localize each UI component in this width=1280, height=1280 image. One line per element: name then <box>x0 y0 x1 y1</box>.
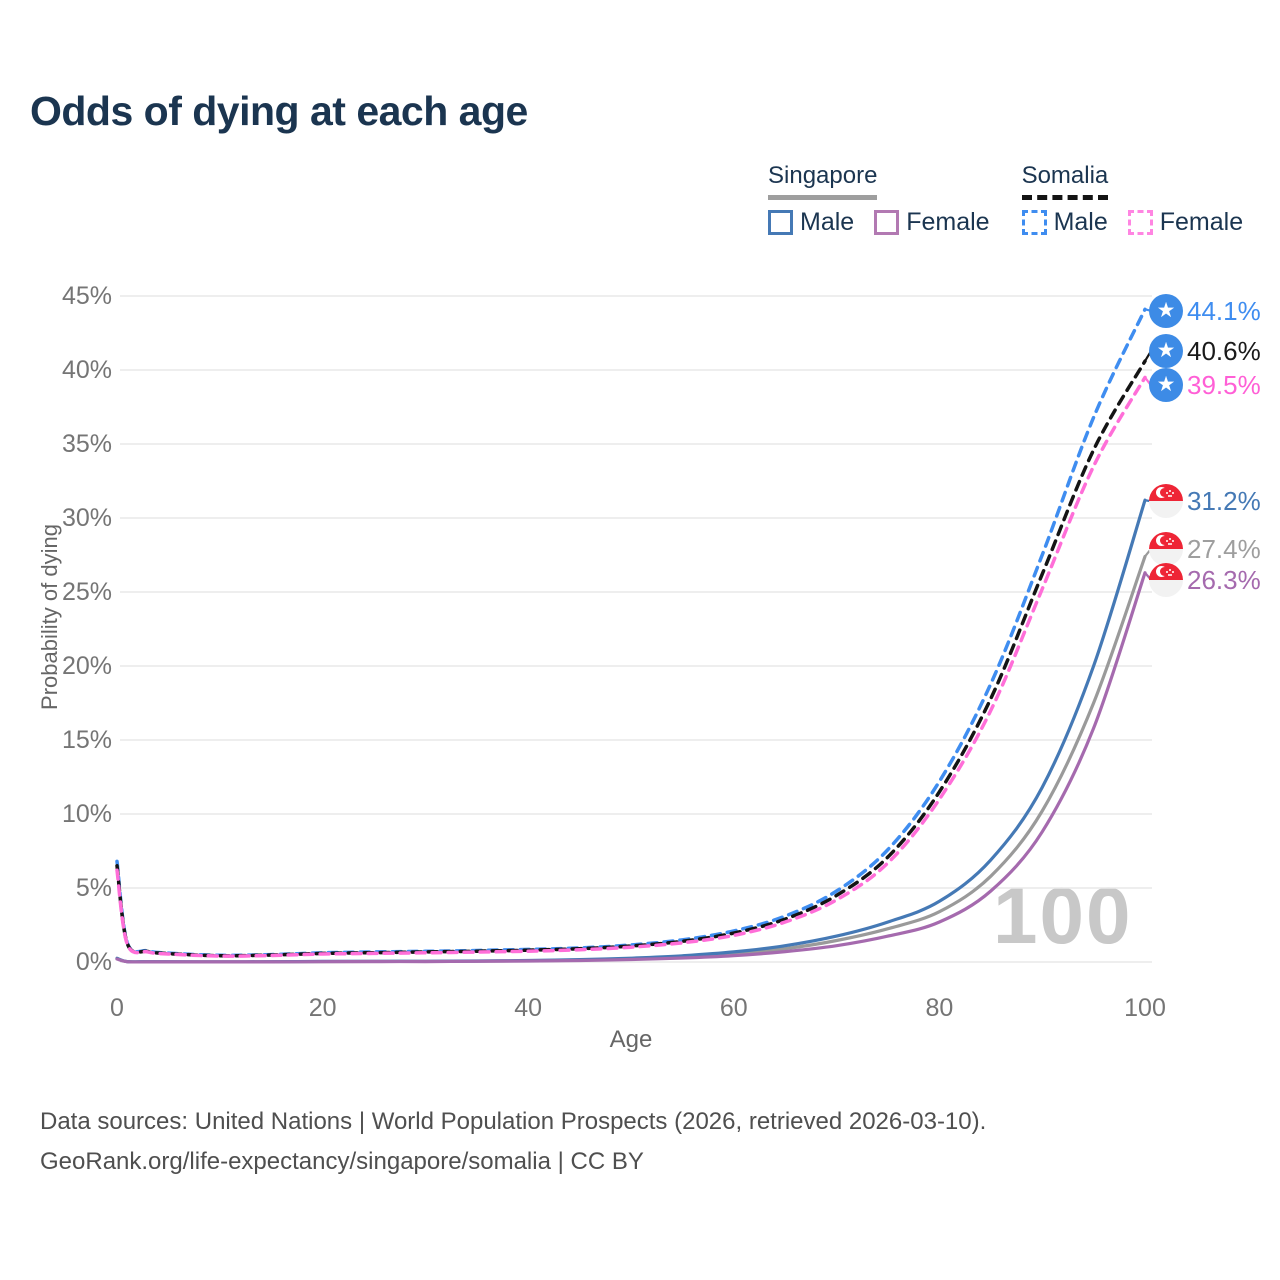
end-value-label-somalia-male: 44.1% <box>1187 295 1261 326</box>
end-value-label-somalia-female: 39.5% <box>1187 370 1261 401</box>
age-watermark: 100 <box>993 871 1133 960</box>
page-title: Odds of dying at each age <box>30 88 528 134</box>
legend-country-singapore: Singapore <box>768 162 878 200</box>
singapore-flag-icon <box>1149 562 1183 597</box>
somalia-flag-icon: ★ <box>1149 368 1183 403</box>
legend-label-singapore-male: Male <box>800 208 855 236</box>
data-source-line: Data sources: United Nations | World Pop… <box>40 1108 987 1135</box>
flag-stars <box>1169 537 1171 540</box>
flag-stars <box>1169 490 1171 493</box>
singapore-flag-icon <box>1149 531 1183 566</box>
series-line-somalia-female <box>115 375 1147 958</box>
attribution-line: GeoRank.org/life-expectancy/singapore/so… <box>40 1148 644 1175</box>
series-line-somalia-both-sexes <box>115 359 1147 958</box>
series-line-singapore-both-sexes <box>115 554 1147 964</box>
crescent-cut <box>1160 535 1169 545</box>
legend-country-somalia: Somalia <box>1021 162 1109 200</box>
end-value-label-singapore-male: 31.2% <box>1187 486 1261 517</box>
legend-swatch-singapore-male <box>768 210 793 235</box>
star-glyph: ★ <box>1156 339 1176 363</box>
somalia-flag-icon: ★ <box>1149 334 1183 369</box>
legend-group-singapore: Singapore Male Female <box>768 162 990 237</box>
legend-label-somalia-female: Female <box>1159 208 1244 236</box>
legend-label-singapore-female: Female <box>906 208 990 236</box>
end-value-label-somalia-both-sexes: 40.6% <box>1187 336 1261 367</box>
end-value-label-singapore-female: 26.3% <box>1187 564 1261 595</box>
star-glyph: ★ <box>1156 298 1176 322</box>
somalia-flag-icon: ★ <box>1149 293 1183 328</box>
legend: Singapore Male Female Somalia Male Femal… <box>768 162 1243 237</box>
crescent-cut <box>1160 566 1169 576</box>
flag-stars <box>1169 568 1171 571</box>
legend-swatch-somalia-male <box>1021 210 1047 235</box>
legend-swatch-somalia-female <box>1127 210 1153 235</box>
crescent-cut <box>1160 488 1169 498</box>
legend-group-somalia: Somalia Male Female <box>1021 162 1244 237</box>
legend-swatch-singapore-female <box>874 210 900 235</box>
end-value-label-singapore-both-sexes: 27.4% <box>1187 533 1261 564</box>
series-line-singapore-female <box>115 571 1147 964</box>
legend-label-somalia-male: Male <box>1053 208 1108 236</box>
singapore-flag-icon <box>1149 484 1183 519</box>
star-glyph: ★ <box>1156 373 1176 397</box>
